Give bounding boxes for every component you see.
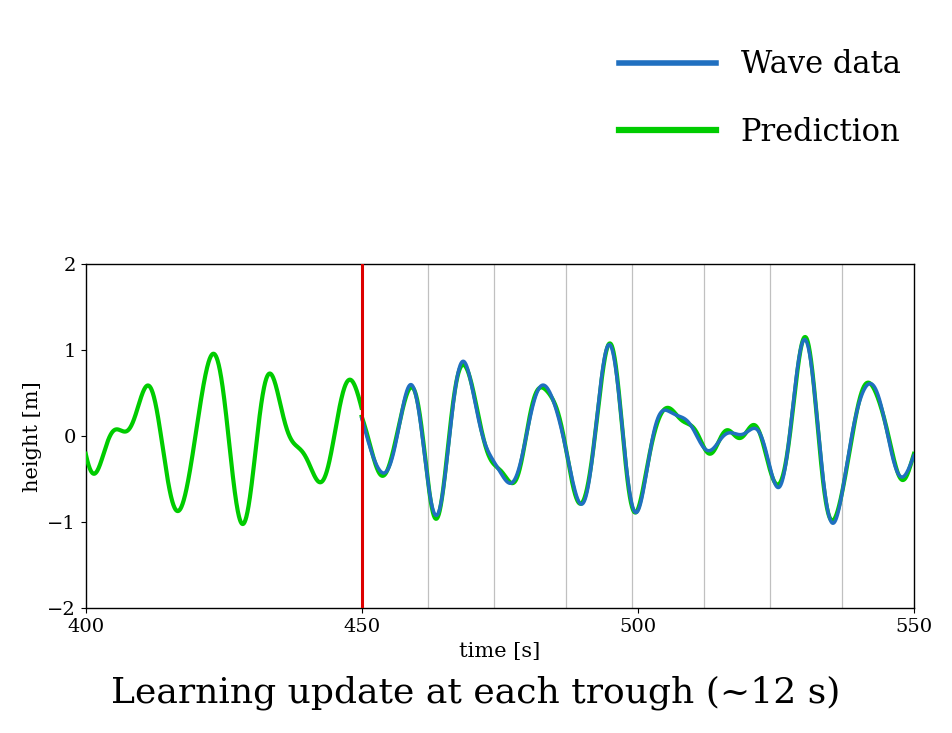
Prediction (356, 412, 367, 421)
X-axis label: time [s]: time [s] (459, 641, 541, 660)
Prediction (826, 516, 838, 525)
Wave data (811, 408, 823, 416)
Wave data (688, 426, 700, 435)
Prediction (368, 456, 380, 465)
Wave data (356, 414, 367, 423)
Wave data (799, 335, 810, 344)
Line: Wave data: Wave data (362, 339, 914, 523)
Wave data (908, 451, 920, 460)
Prediction (386, 453, 397, 462)
Prediction (800, 333, 811, 342)
Line: Prediction: Prediction (362, 337, 914, 520)
Wave data (368, 455, 380, 464)
Wave data (406, 380, 417, 389)
Legend: Wave data, Prediction: Wave data, Prediction (606, 37, 913, 161)
Prediction (688, 424, 700, 432)
Prediction (811, 409, 823, 418)
Wave data (827, 519, 839, 528)
Y-axis label: height [m]: height [m] (23, 380, 42, 492)
Wave data (386, 456, 397, 465)
Prediction (406, 383, 417, 391)
Prediction (561, 449, 572, 458)
Wave data (561, 449, 572, 458)
Text: Learning update at each trough (~12 s): Learning update at each trough (~12 s) (111, 675, 841, 710)
Prediction (908, 449, 920, 458)
